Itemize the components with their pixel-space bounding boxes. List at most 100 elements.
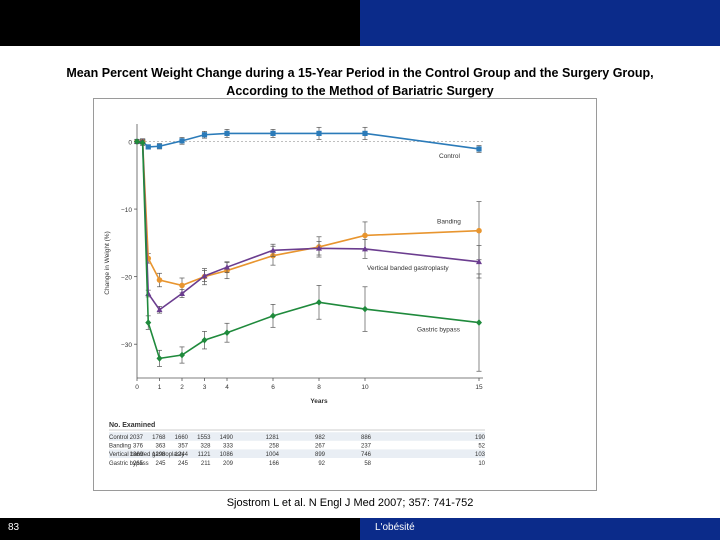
data-point-marker [224,329,230,337]
series-line [137,140,480,311]
table-cell: 58 [364,461,371,467]
data-point-marker [476,319,482,326]
table-cell: 357 [178,444,189,450]
series-vertical-banded-gastroplasty: Vertical banded gastroplasty [134,138,482,314]
data-point-marker [362,245,368,252]
x-tick-label: 10 [361,384,369,391]
data-point-marker [156,306,163,313]
table-row-label: Gastric bypass [109,461,149,467]
series-gastric-bypass: Gastric bypass [134,138,482,372]
data-point-marker [179,290,185,296]
table-row-band [109,432,485,441]
table-cell: 1281 [266,435,280,441]
data-point-marker [476,227,482,234]
figure-frame [93,98,597,491]
y-tick-label: −30 [121,342,132,349]
table-cell: 10 [478,461,485,467]
table-cell: 209 [223,461,234,467]
table-cell: 1553 [197,435,211,441]
data-point-marker [224,263,230,270]
data-point-marker [476,146,482,152]
data-point-marker [179,282,185,289]
data-point-marker [145,290,152,296]
data-point-marker [362,232,368,239]
table-cell: 886 [361,435,372,441]
table-cell: 1660 [175,435,189,441]
slide-title: Mean Percent Weight Change during a 15-Y… [20,64,700,100]
series-label: Control [439,153,461,160]
x-tick-label: 4 [225,384,229,391]
x-axis-label: Years [310,398,328,405]
data-point-marker [201,272,208,279]
slide-title-line-2: According to the Method of Bariatric Sur… [226,84,494,98]
table-cell: 746 [361,452,372,458]
table-cell: 363 [155,444,166,450]
table-cell: 376 [133,444,144,450]
series-control: Control [134,126,482,160]
table-cell: 899 [315,452,326,458]
data-point-marker [201,132,208,138]
table-cell: 1004 [266,452,280,458]
table-cell: 52 [478,444,485,450]
table-cell: 982 [315,435,326,441]
data-point-marker [179,138,185,144]
y-tick-label: 0 [128,140,132,147]
data-point-marker [156,355,163,362]
x-tick-label: 8 [317,384,321,391]
data-point-marker [145,144,151,150]
table-row-label: Control [109,435,128,441]
table-row-label: Vertical banded gastroplasty [109,452,184,458]
data-point-marker [179,351,185,359]
table-cell: 103 [475,452,486,458]
citation: Sjostrom L et al. N Engl J Med 2007; 357… [226,497,474,509]
data-point-marker [139,139,146,147]
top-header-accent [360,0,720,46]
y-tick-label: −20 [121,275,132,282]
table-cell: 2037 [130,435,144,441]
data-point-marker [156,277,163,283]
table-cell: 1244 [175,452,189,458]
data-point-marker [224,130,230,137]
table-cell: 1086 [220,452,234,458]
y-tick-label: −10 [121,207,132,214]
table-cell: 265 [133,461,144,467]
table-cell: 333 [223,444,234,450]
table-cell: 166 [269,461,280,467]
series-label: Gastric bypass [417,327,461,334]
footer-accent [360,518,720,540]
table-row-band [109,449,485,458]
x-tick-label: 15 [475,384,483,391]
data-point-marker [316,130,322,137]
data-point-marker [156,143,163,149]
page-number: 83 [8,522,20,533]
table-cell: 1298 [152,452,166,458]
table-cell: 211 [201,461,211,467]
footer-label: L'obésité [375,522,415,533]
table-heading: No. Examined [109,422,155,429]
data-point-marker [270,130,276,137]
table-cell: 237 [361,444,372,450]
table-cell: 258 [269,444,280,450]
data-point-marker [201,336,208,344]
table-row-label: Banding [109,444,131,450]
series-line [137,132,480,150]
table-cell: 190 [475,435,486,441]
weight-change-chart: 0 −10 −20 −30 0 1 2 3 4 6 8 10 15 Years Change in Weig… [104,124,486,467]
x-tick-label: 2 [180,384,184,391]
x-tick-label: 3 [203,384,207,391]
table-cell: 245 [178,461,189,467]
table-cell: 1121 [198,452,212,458]
table-cell: 1490 [220,435,234,441]
table-cell: 245 [155,461,166,467]
data-point-marker [316,245,322,251]
table-cell: 1369 [130,452,144,458]
table-cell: 267 [315,444,326,450]
table-cell: 1768 [152,435,166,441]
data-point-marker [145,319,152,326]
table-cell: 328 [200,444,211,450]
x-tick-label: 0 [135,384,139,391]
y-axis-label: Change in Weight (%) [104,231,111,294]
data-point-marker [362,305,368,313]
series-label: Banding [437,219,461,226]
data-point-marker [270,247,276,253]
